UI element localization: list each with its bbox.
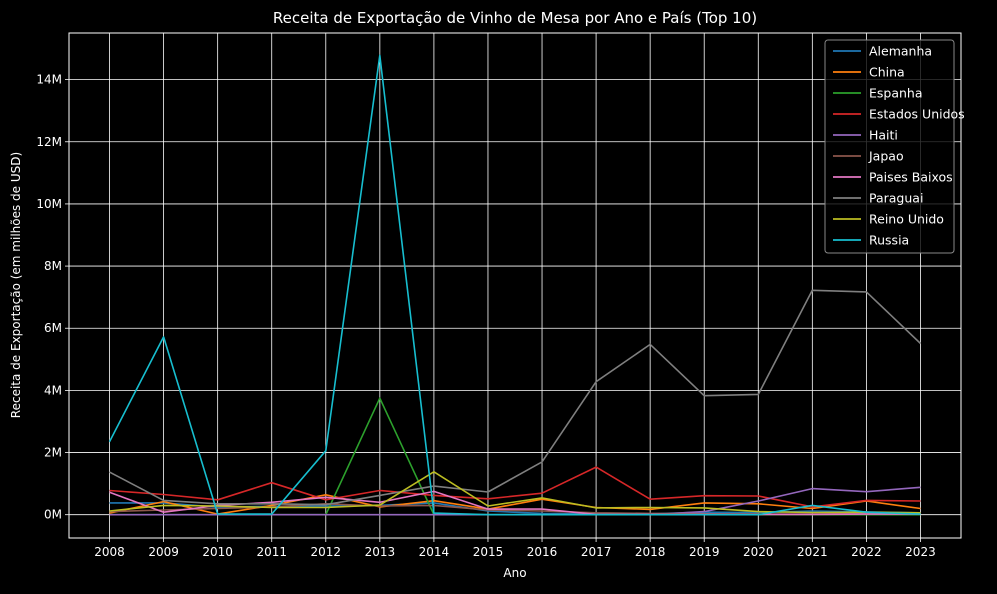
x-tick-label: 2009 (148, 545, 179, 559)
legend-label-espanha: Espanha (869, 86, 923, 101)
legend-label-haiti: Haiti (869, 128, 898, 143)
series-line-estados-unidos (109, 466, 921, 508)
x-tick-label: 2013 (365, 545, 396, 559)
x-axis-ticks: 2008 2009 2010 2011 2012 2013 2014 2015 2016 2017… (94, 538, 936, 559)
x-tick-label: 2023 (905, 545, 936, 559)
x-axis-label: Ano (503, 566, 526, 580)
series-line-china (109, 493, 921, 515)
x-tick-label: 2010 (202, 545, 233, 559)
x-tick-label: 2015 (473, 545, 504, 559)
legend-label-paraguai: Paraguai (869, 191, 923, 206)
x-tick-label: 2021 (797, 545, 828, 559)
x-tick-label: 2020 (743, 545, 774, 559)
legend-label-china: China (869, 65, 905, 80)
grid-lines (69, 33, 961, 538)
y-axis-ticks: 0M 2M 4M 6M 8M 10M 12M 14M (36, 73, 69, 522)
series-line-paraguai (109, 289, 922, 506)
legend: Alemanha China Espanha Estados Unidos Haiti J… (824, 39, 965, 254)
x-tick-label: 2011 (256, 545, 287, 559)
x-tick-label: 2012 (311, 545, 342, 559)
legend-label-reino-unido: Reino Unido (869, 212, 944, 227)
series-line-reino-unido (109, 470, 921, 514)
legend-label-japao: Japao (868, 149, 904, 164)
legend-label-alemanha: Alemanha (869, 44, 932, 59)
y-tick-label: 8M (44, 259, 62, 273)
y-axis-label: Receita de Exportação (em milhões de USD… (9, 152, 23, 418)
x-tick-label: 2014 (419, 545, 450, 559)
y-tick-label: 12M (36, 135, 62, 149)
series-line-russia (108, 54, 921, 516)
x-tick-label: 2016 (527, 545, 558, 559)
y-tick-label: 6M (44, 321, 62, 335)
series-lines (108, 54, 922, 516)
x-tick-label: 2008 (94, 545, 125, 559)
legend-label-estados-unidos: Estados Unidos (869, 107, 965, 122)
y-tick-label: 2M (44, 446, 62, 460)
legend-label-russia: Russia (869, 233, 909, 248)
x-tick-label: 2017 (581, 545, 612, 559)
y-tick-label: 10M (36, 197, 62, 211)
plot-frame (68, 32, 962, 539)
y-tick-label: 0M (44, 508, 62, 522)
x-tick-label: 2019 (689, 545, 720, 559)
y-tick-label: 14M (36, 73, 62, 87)
x-tick-label: 2018 (635, 545, 666, 559)
chart-title: Receita de Exportação de Vinho de Mesa p… (273, 9, 757, 27)
legend-label-paises-baixos: Paises Baixos (869, 170, 953, 185)
y-tick-label: 4M (44, 383, 62, 397)
x-tick-label: 2022 (851, 545, 882, 559)
